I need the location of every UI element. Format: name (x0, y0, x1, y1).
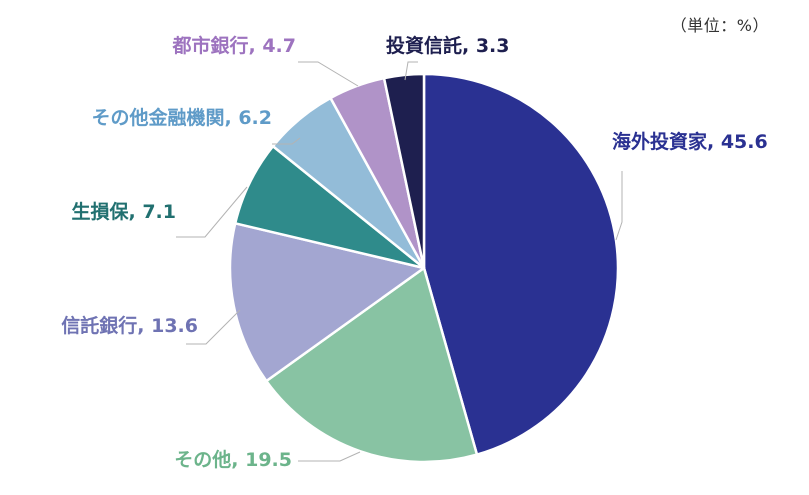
slice-label: その他金融機関, 6.2 (92, 106, 273, 129)
pie-slice (382, 72, 426, 270)
slice-label: 海外投資家, 45.6 (612, 130, 768, 153)
pie-slices (228, 72, 620, 464)
leader-line (298, 61, 359, 87)
slice-label: 投資信託, 3.3 (386, 34, 510, 57)
pie-slice (265, 266, 479, 464)
pie-slice (228, 222, 426, 383)
slice-labels: 海外投資家, 45.6 その他, 19.5 信託銀行, 13.6 生損保, 7.1 その… (61, 34, 767, 471)
slice-label: 都市銀行, 4.7 (172, 34, 297, 57)
leader-line (404, 61, 418, 81)
leader-lines (176, 61, 623, 462)
leader-line (176, 186, 248, 238)
leader-line (298, 451, 361, 462)
pie-slice (422, 72, 620, 456)
slice-label: 信託銀行, 13.6 (61, 314, 198, 337)
leader-line (186, 309, 241, 345)
slice-label: その他, 19.5 (174, 448, 292, 471)
leader-line (272, 137, 301, 145)
leader-line (615, 171, 623, 241)
slice-label: 生損保, 7.1 (72, 200, 177, 223)
unit-label: （単位：%） (670, 16, 769, 35)
